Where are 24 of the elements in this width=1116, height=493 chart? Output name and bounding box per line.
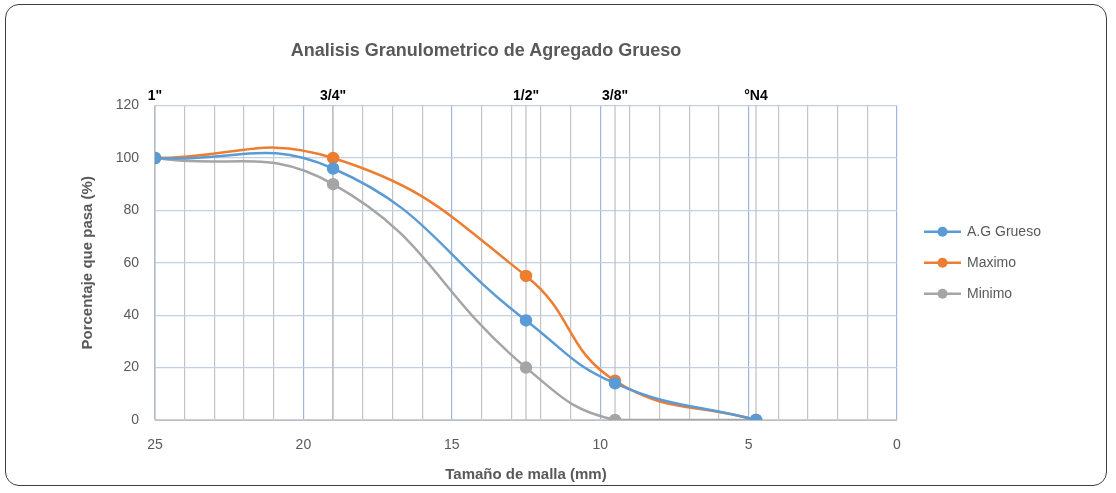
annotation: 3/4" — [320, 87, 347, 104]
y-tick-label: 80 — [123, 201, 140, 218]
x-tick-label: 10 — [592, 436, 609, 453]
annotation: °N4 — [744, 87, 768, 104]
annotation: 1/2" — [512, 87, 540, 104]
y-tick-label: 40 — [123, 306, 140, 323]
x-axis-title: Tamaño de malla (mm) — [445, 465, 607, 483]
y-tick-label: 120 — [115, 96, 140, 113]
annotation: 1" — [147, 87, 163, 104]
x-tick-label: 15 — [444, 436, 460, 453]
y-tick-label: 20 — [123, 358, 140, 375]
y-tick-label: 100 — [115, 148, 140, 165]
legend-label: Maximo — [967, 253, 1017, 270]
y-tick-label: 60 — [123, 253, 140, 270]
legend-label: Minimo — [967, 284, 1013, 301]
x-tick-label: 5 — [744, 436, 753, 453]
chart-title: Analisis Granulometrico de Agregado Grueso — [290, 39, 682, 60]
legend-label: A.G Grueso — [967, 222, 1042, 239]
x-tick-label: 0 — [893, 436, 902, 453]
x-tick-label: 20 — [295, 436, 312, 453]
y-tick-label: 0 — [131, 410, 140, 427]
annotation: 3/8" — [601, 87, 629, 104]
y-axis-title: Porcentaje que pasa (%) — [78, 176, 96, 350]
x-tick-label: 25 — [147, 436, 163, 453]
